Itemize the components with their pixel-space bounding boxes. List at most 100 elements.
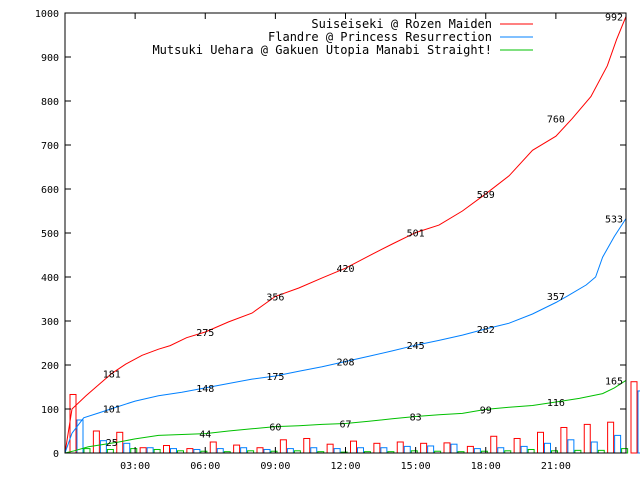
data-label: 245: [407, 341, 425, 352]
axis-ticks: 0 100 200 300 400 500 600 700 800 900 1000 03:00 06:…: [35, 9, 626, 472]
data-label: 357: [547, 292, 565, 303]
hourly-bar-series-1: [520, 445, 528, 454]
x-tick-label: 21:00: [541, 461, 571, 472]
hourly-bar-series-2: [83, 448, 91, 454]
hourly-bar-series-1: [286, 448, 294, 454]
data-label: 83: [410, 412, 422, 423]
y-tick-label: 300: [41, 317, 59, 328]
data-label: 501: [407, 229, 425, 240]
hourly-bar-series-1: [614, 434, 622, 454]
data-label: 44: [199, 430, 211, 441]
data-label: 148: [196, 384, 214, 395]
data-label: 181: [103, 369, 121, 380]
cumulative-lines: [64, 16, 627, 454]
x-tick-label: 03:00: [120, 461, 150, 472]
hourly-bar-series-1: [193, 448, 201, 454]
hourly-bar-series-0: [490, 435, 498, 454]
data-label: 25: [106, 438, 118, 449]
hourly-bar-series-0: [537, 431, 544, 454]
hourly-bar-series-1: [333, 448, 341, 454]
hourly-bar-series-0: [92, 430, 100, 454]
cumulative-line-series-2: [64, 379, 627, 454]
hourly-bars: [69, 381, 640, 454]
hourly-bar-series-0: [630, 381, 638, 454]
hourly-bar-series-1: [146, 447, 154, 454]
hourly-bar-series-1: [357, 447, 364, 454]
hourly-bar-series-0: [279, 439, 287, 454]
data-label: 992: [605, 13, 623, 24]
hourly-bar-series-0: [326, 443, 334, 454]
data-label: 282: [477, 325, 495, 336]
x-tick-label: 09:00: [260, 461, 290, 472]
data-label: 175: [266, 372, 284, 383]
y-tick-label: 700: [41, 141, 59, 152]
y-tick-label: 1000: [35, 9, 59, 20]
hourly-bar-series-0: [256, 447, 264, 454]
hourly-bar-series-1: [427, 445, 435, 454]
y-tick-label: 900: [41, 53, 59, 64]
hourly-bar-series-0: [513, 437, 521, 454]
y-tick-label: 500: [41, 229, 59, 240]
hourly-bar-series-0: [560, 426, 568, 454]
hourly-bar-series-0: [139, 447, 147, 454]
hourly-bar-series-0: [607, 421, 615, 454]
hourly-bar-series-1: [637, 390, 640, 454]
hourly-bar-series-0: [396, 441, 404, 454]
hourly-bar-series-0: [69, 393, 77, 454]
hourly-bar-series-1: [263, 448, 271, 454]
hourly-bar-series-2: [106, 448, 114, 454]
hourly-bar-series-2: [153, 448, 161, 454]
hourly-bar-series-1: [216, 448, 224, 454]
cumulative-line-series-1: [64, 218, 627, 454]
hourly-bar-series-0: [186, 448, 194, 454]
legend-label-series-1: Flandre @ Princess Resurrection: [268, 30, 492, 44]
hourly-bar-series-0: [420, 442, 428, 454]
x-tick-label: 12:00: [330, 461, 360, 472]
y-tick-label: 600: [41, 185, 59, 196]
hourly-bar-series-1: [403, 445, 411, 454]
hourly-bar-series-2: [130, 448, 138, 454]
hourly-bar-series-1: [450, 443, 458, 454]
x-tick-label: 15:00: [401, 461, 431, 472]
data-label: 116: [547, 398, 565, 409]
x-tick-label: 06:00: [190, 461, 220, 472]
legend-label-series-2: Mutsuki Uehara @ Gakuen Utopia Manabi St…: [152, 43, 492, 57]
hourly-bar-series-2: [527, 448, 535, 454]
x-tick-label: 18:00: [471, 461, 501, 472]
hourly-bar-series-0: [350, 440, 357, 454]
hourly-bar-series-1: [170, 448, 177, 454]
hourly-bar-series-1: [544, 442, 551, 454]
hourly-bar-series-1: [590, 441, 598, 454]
cumulative-line-series-0: [64, 16, 627, 454]
y-tick-label: 0: [53, 449, 59, 460]
hourly-bar-series-0: [583, 423, 591, 454]
data-label: 420: [336, 264, 354, 275]
hourly-bar-series-1: [380, 447, 388, 454]
y-tick-label: 400: [41, 273, 59, 284]
hourly-bar-series-2: [621, 448, 629, 454]
hourly-bar-series-0: [373, 442, 381, 454]
data-label: 589: [477, 190, 495, 201]
data-label: 356: [266, 292, 284, 303]
hourly-bar-series-0: [443, 442, 451, 454]
data-label: 99: [480, 405, 492, 416]
hourly-bar-series-0: [303, 437, 311, 454]
plot-area-border: [64, 12, 627, 454]
hourly-bar-series-0: [466, 445, 474, 454]
data-label: 275: [196, 328, 214, 339]
hourly-bar-series-0: [233, 444, 241, 454]
hourly-bar-series-0: [163, 445, 170, 454]
hourly-bar-series-1: [567, 439, 575, 454]
hourly-bar-series-1: [240, 447, 248, 454]
data-label: 165: [605, 376, 623, 387]
data-labels: 181 275 356 420 501 589 760 992 101 148 175 208 245 2…: [103, 13, 623, 449]
hourly-bar-series-0: [209, 441, 217, 454]
data-label: 208: [336, 357, 354, 368]
hourly-bar-series-1: [123, 442, 131, 454]
data-label: 60: [269, 423, 281, 434]
hourly-bar-series-1: [497, 447, 505, 454]
y-tick-label: 100: [41, 405, 59, 416]
hourly-bar-series-1: [310, 447, 318, 454]
